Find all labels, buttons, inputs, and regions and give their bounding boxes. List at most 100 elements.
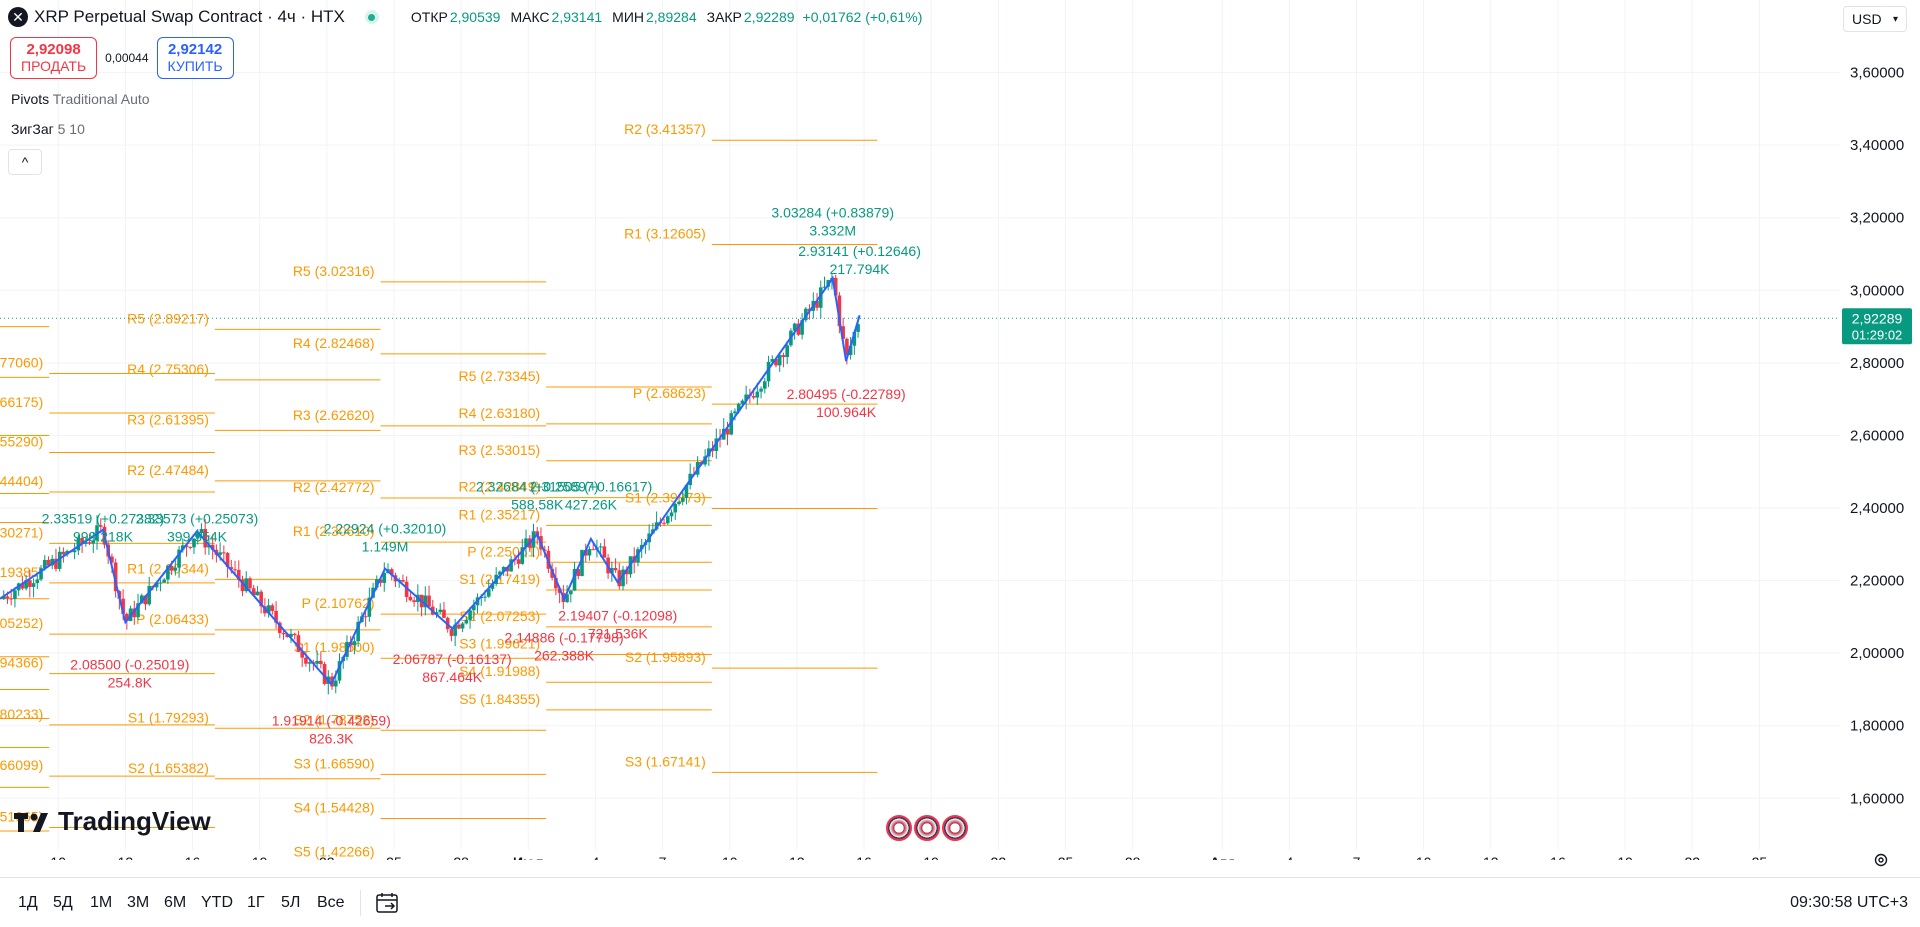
chart-area[interactable]: )2)4)5)3)4)5)4)2)0)R5 (2.77060)R4 (2.661… xyxy=(0,0,1840,860)
buy-button[interactable]: 2,92142 КУПИТЬ xyxy=(156,37,234,79)
candle-body xyxy=(285,634,290,638)
x-tick-label: 7 xyxy=(1353,854,1361,860)
candle-body xyxy=(785,345,789,358)
x-tick-label: 19 xyxy=(252,854,268,860)
candle-body xyxy=(162,579,166,583)
pivot-level-label: P (2.10762) xyxy=(302,595,375,611)
x-tick-label: 22 xyxy=(991,854,1007,860)
us-flag-icon[interactable] xyxy=(886,815,912,841)
candle-body xyxy=(569,590,573,595)
tradingview-logo[interactable]: TradingView xyxy=(14,806,211,837)
timeframe-1m[interactable]: 1М xyxy=(90,894,113,911)
timeframe-1y[interactable]: 1Г xyxy=(247,894,265,911)
sell-button[interactable]: 2,92098 ПРОДАТЬ xyxy=(10,37,98,79)
timeframe-6m[interactable]: 6М xyxy=(164,894,187,911)
zigzag-annotation: 427.26K xyxy=(565,497,618,513)
pivot-level-label: R4 (2.66175) xyxy=(0,394,43,410)
x-tick-label: 16 xyxy=(1550,854,1566,860)
timeframe-1d[interactable]: 1Д xyxy=(18,894,38,911)
x-tick-label: 25 xyxy=(1752,854,1768,860)
candle-body xyxy=(20,583,25,589)
candle-body xyxy=(1,596,6,599)
candle-body xyxy=(39,568,43,580)
y-tick-label: 2,60000 xyxy=(1850,427,1904,444)
candle-body xyxy=(498,571,502,575)
symbol-logo-icon: ✕ xyxy=(8,7,28,27)
zigzag-annotation: 262.388K xyxy=(534,647,595,663)
price-chart[interactable]: )2)4)5)3)4)5)4)2)0)R5 (2.77060)R4 (2.661… xyxy=(0,0,1840,860)
open-label: ОТКР xyxy=(410,9,448,25)
candle-body xyxy=(304,657,308,664)
timeframe-all[interactable]: Все xyxy=(317,894,345,911)
x-tick-label: 19 xyxy=(923,854,939,860)
candle-body xyxy=(147,585,152,605)
zigzag-annotation: 1.149M xyxy=(362,538,409,554)
pivot-level-label: S1 (1.79293) xyxy=(128,709,209,725)
pivot-level-label: R1 (3.12605) xyxy=(624,226,706,242)
zigzag-annotation: 217.794K xyxy=(830,261,891,277)
x-tick-label: 10 xyxy=(50,854,66,860)
y-tick-label: 1,60000 xyxy=(1850,790,1904,807)
timeframe-5d[interactable]: 5Д xyxy=(53,894,73,911)
x-tick-label: 10 xyxy=(1416,854,1432,860)
candle-body xyxy=(736,403,741,412)
collapse-indicators-button[interactable]: ^ xyxy=(8,149,42,175)
x-tick-label: 10 xyxy=(722,854,738,860)
us-flag-icon[interactable] xyxy=(914,815,940,841)
x-tick-label: 13 xyxy=(789,854,805,860)
candle-body xyxy=(516,559,521,564)
x-tick-label: 19 xyxy=(1617,854,1633,860)
sell-label: ПРОДАТЬ xyxy=(21,58,87,74)
candle-body xyxy=(352,641,357,646)
candle-body xyxy=(42,559,47,569)
candle-body xyxy=(28,580,32,587)
x-tick-label: 28 xyxy=(453,854,469,860)
candle-body xyxy=(505,566,510,572)
pivot-levels: )2)4)5)3)4)5)4)2)0)R5 (2.77060)R4 (2.661… xyxy=(0,121,878,860)
zigzag-annotation: 2.06787 (-0.16137) xyxy=(393,651,512,667)
x-tick-label: 25 xyxy=(386,854,402,860)
clock[interactable]: 09:30:58 UTC+3 xyxy=(1790,894,1908,911)
candle-body xyxy=(289,633,293,638)
us-flag-icon[interactable] xyxy=(942,815,968,841)
gear-icon[interactable] xyxy=(1873,852,1889,868)
grid xyxy=(0,0,1840,850)
zigzag-annotation: 2.33573 (+0.25073) xyxy=(136,510,259,526)
pivot-level-label: S5 (1.84355) xyxy=(459,691,540,707)
candle-body xyxy=(222,552,226,554)
symbol-title[interactable]: XRP Perpetual Swap Contract · 4ч · HTX xyxy=(34,7,345,26)
candle-body xyxy=(50,558,55,566)
pivot-level-label: S3 (1.99621) xyxy=(459,636,540,652)
candle-body xyxy=(229,567,234,570)
candle-body xyxy=(580,549,584,577)
change-value: +0,01762 (+0,61%) xyxy=(802,9,923,25)
economic-events[interactable] xyxy=(886,815,970,841)
date-range-icon[interactable] xyxy=(375,891,401,915)
trade-panel: 2,92098 ПРОДАТЬ 0,00044 2,92142 КУПИТЬ xyxy=(10,37,234,79)
candle-body xyxy=(87,542,92,544)
zigzag-annotation: 2.19407 (-0.12098) xyxy=(558,608,677,624)
indicator-zigzag[interactable]: ЗигЗаг 5 10 xyxy=(11,121,85,137)
candle-body xyxy=(822,286,827,288)
timeframe-5y[interactable]: 5Л xyxy=(281,894,301,911)
pivot-level-label: R1 (2.35217) xyxy=(458,506,540,522)
candle-body xyxy=(818,287,823,308)
pivot-level-label: R3 (2.62620) xyxy=(293,407,375,423)
price-scale[interactable]: 3,60000 3,40000 3,20000 3,00000 2,80000 2,600… xyxy=(1840,0,1920,860)
pivot-level-label: S2 (1.65382) xyxy=(128,760,209,776)
candle-body xyxy=(199,528,204,534)
candle-body xyxy=(800,320,804,335)
pivot-level-label: P (2.06433) xyxy=(136,611,209,627)
timeframe-3m[interactable]: 3М xyxy=(127,894,150,911)
tradingview-wordmark: TradingView xyxy=(58,806,211,836)
y-tick-label: 2,20000 xyxy=(1850,573,1904,590)
zigzag-line xyxy=(0,275,861,686)
candle-body xyxy=(233,569,237,571)
currency-select[interactable]: USD ▾ xyxy=(1843,6,1907,32)
timeframe-ytd[interactable]: YTD xyxy=(201,894,233,911)
indicator-pivots[interactable]: Pivots Traditional Auto xyxy=(11,91,150,107)
candle-body xyxy=(468,610,472,620)
y-tick-label: 3,20000 xyxy=(1850,210,1904,227)
candle-body xyxy=(389,569,394,576)
